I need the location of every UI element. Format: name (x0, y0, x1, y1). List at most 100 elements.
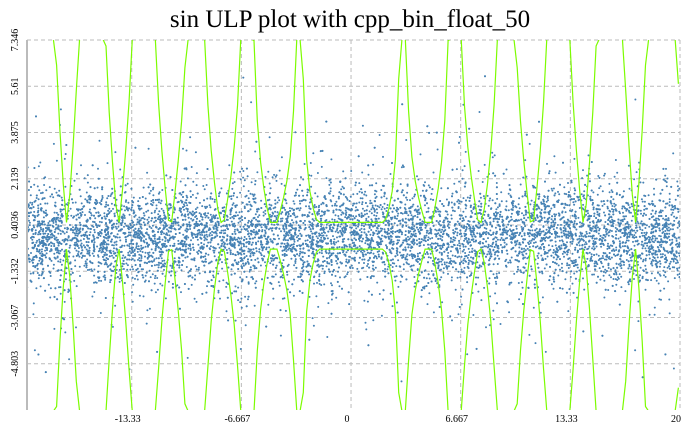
data-point (78, 265, 81, 268)
data-point (60, 196, 63, 199)
data-point (400, 380, 403, 383)
data-point (360, 212, 363, 215)
data-point (285, 250, 288, 253)
data-point (452, 243, 455, 246)
data-point (260, 223, 263, 226)
data-point (121, 257, 124, 260)
data-point (381, 206, 384, 208)
data-point (233, 230, 236, 233)
data-point (31, 201, 34, 204)
data-point (282, 245, 285, 248)
data-point (522, 214, 525, 217)
data-point (625, 259, 628, 261)
data-point (460, 200, 463, 203)
data-point (510, 218, 513, 221)
data-point (150, 237, 153, 240)
data-point (293, 264, 296, 267)
data-point (75, 326, 77, 329)
data-point (103, 212, 106, 215)
data-point (276, 201, 279, 204)
data-point (610, 189, 613, 192)
data-point (372, 275, 375, 278)
data-point (140, 255, 143, 258)
data-point (63, 240, 66, 243)
data-point (364, 242, 367, 245)
data-point (257, 240, 260, 243)
data-point (274, 273, 277, 276)
data-point (637, 300, 640, 303)
data-point (256, 171, 259, 174)
data-point (176, 216, 179, 219)
data-point (272, 297, 275, 300)
data-point (177, 239, 180, 242)
data-point (144, 255, 146, 258)
data-point (566, 241, 568, 244)
data-point (521, 230, 524, 232)
data-point (186, 356, 189, 359)
data-point (258, 214, 261, 217)
data-point (62, 259, 65, 262)
data-point (648, 238, 651, 241)
data-point (125, 199, 128, 202)
data-point (467, 238, 470, 241)
data-point (464, 150, 467, 153)
data-point (615, 283, 618, 286)
data-point (237, 299, 240, 302)
data-point (389, 292, 392, 295)
data-point (302, 247, 305, 250)
data-point (29, 201, 32, 204)
data-point (648, 225, 651, 228)
data-point (139, 265, 142, 268)
data-point (639, 209, 642, 212)
data-point (173, 257, 176, 260)
data-point (192, 218, 195, 221)
data-point (486, 194, 489, 197)
data-point (75, 285, 78, 288)
data-point (462, 197, 465, 200)
data-point (42, 216, 45, 219)
data-point (538, 301, 541, 304)
data-point (633, 278, 635, 280)
data-point (440, 187, 443, 190)
data-point (37, 198, 40, 201)
data-point (123, 225, 125, 228)
data-point (460, 235, 463, 238)
data-point (335, 260, 338, 262)
data-point (651, 200, 654, 203)
data-point (510, 212, 513, 215)
data-point (645, 224, 648, 227)
data-point (239, 225, 242, 228)
data-point (574, 261, 576, 264)
data-point (176, 264, 179, 266)
scatter-points (27, 75, 680, 383)
data-point (612, 272, 615, 275)
data-point (213, 198, 216, 201)
data-point (552, 221, 555, 224)
data-point (197, 252, 200, 255)
data-point (601, 236, 604, 239)
data-point (488, 277, 491, 280)
data-point (198, 220, 201, 223)
data-point (406, 253, 409, 256)
data-point (80, 164, 82, 167)
data-point (93, 231, 96, 234)
data-point (544, 239, 547, 242)
data-point (197, 243, 200, 246)
data-point (300, 235, 303, 238)
data-point (563, 220, 566, 223)
data-point (132, 254, 135, 257)
data-point (73, 279, 76, 282)
data-point (144, 274, 147, 277)
data-point (630, 259, 633, 262)
data-point (316, 269, 319, 272)
data-point (311, 252, 314, 255)
data-point (374, 204, 377, 207)
data-point (519, 183, 522, 186)
data-point (335, 241, 338, 244)
data-point (340, 213, 343, 216)
data-point (242, 264, 245, 267)
data-point (317, 305, 320, 308)
data-point (453, 210, 456, 213)
data-point (200, 213, 203, 216)
data-point (367, 263, 369, 265)
